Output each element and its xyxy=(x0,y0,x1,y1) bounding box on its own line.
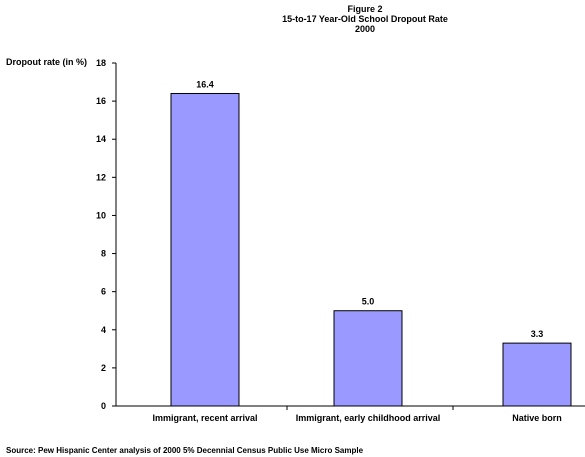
source-note: Source: Pew Hispanic Center analysis of … xyxy=(6,446,364,455)
y-tick-label: 4 xyxy=(101,325,106,335)
y-tick-label: 14 xyxy=(96,134,106,144)
figure-label: Figure 2 xyxy=(347,4,383,14)
bar xyxy=(170,92,240,407)
y-tick-label: 8 xyxy=(101,249,106,259)
bar xyxy=(502,342,572,407)
bar xyxy=(333,310,403,407)
y-tick-label: 16 xyxy=(96,96,106,106)
data-label: 16.4 xyxy=(196,79,214,89)
y-tick-label: 10 xyxy=(96,210,106,220)
chart-title: 15-to-17 Year-Old School Dropout Rate xyxy=(282,14,448,24)
y-tick-label: 18 xyxy=(96,58,106,68)
x-tick-label: Immigrant, recent arrival xyxy=(152,413,257,423)
x-tick-label: Immigrant, early childhood arrival xyxy=(296,413,441,423)
x-tick-label: Native born xyxy=(512,413,562,423)
y-tick-label: 2 xyxy=(101,363,106,373)
data-label: 5.0 xyxy=(362,297,375,307)
chart-year: 2000 xyxy=(354,24,376,34)
y-tick-label: 6 xyxy=(101,287,106,297)
data-label: 3.3 xyxy=(531,329,544,339)
y-tick-label: 12 xyxy=(96,172,106,182)
y-tick-label: 0 xyxy=(101,401,106,411)
y-axis-label: Dropout rate (in %) xyxy=(6,57,87,67)
